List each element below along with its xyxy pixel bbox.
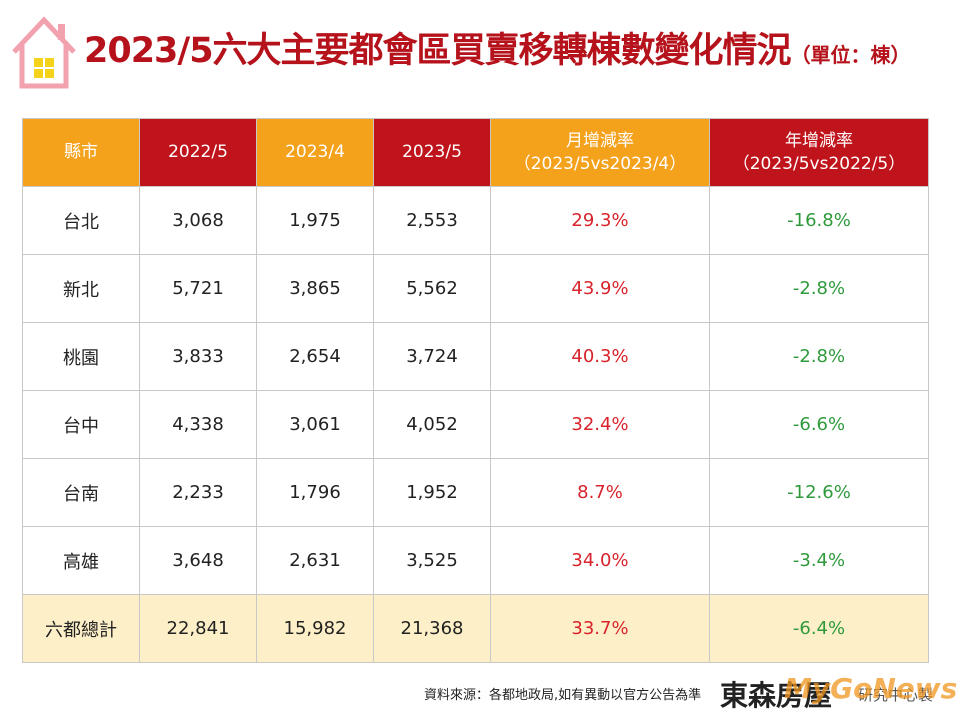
title: 2023/5六大主要都會區買賣移轉棟數變化情況（單位：棟）: [84, 22, 911, 73]
table-cell: 3,724: [373, 322, 491, 391]
header-cell: 年增減率 （2023/5vs2022/5）: [709, 118, 929, 187]
header-cell: 2022/5: [139, 118, 257, 187]
house-icon: [12, 16, 76, 89]
header-label: 2023/5: [402, 142, 462, 163]
header-label: 2022/5: [168, 142, 228, 163]
table-row: 台中 4,338 3,061 4,052 32.4% -6.6%: [22, 390, 929, 459]
header-cell: 縣市: [22, 118, 140, 187]
table-cell: 4,052: [373, 390, 491, 459]
table-cell: 台北: [22, 186, 140, 255]
table-cell: -16.8%: [709, 186, 929, 255]
table-cell: -3.4%: [709, 526, 929, 595]
table-cell: 40.3%: [490, 322, 710, 391]
table-cell: -12.6%: [709, 458, 929, 527]
table-cell: 2,233: [139, 458, 257, 527]
table-cell: 3,061: [256, 390, 374, 459]
table-cell: 4,338: [139, 390, 257, 459]
table-cell: 22,841: [139, 594, 257, 663]
unit: （單位：棟）: [790, 43, 911, 67]
table-cell: 台中: [22, 390, 140, 459]
table-cell: 5,721: [139, 254, 257, 323]
table-row: 台北 3,068 1,975 2,553 29.3% -16.8%: [22, 186, 929, 255]
table-cell: -2.8%: [709, 322, 929, 391]
brand-sub: 研究中心製: [858, 686, 934, 704]
table-row: 新北 5,721 3,865 5,562 43.9% -2.8%: [22, 254, 929, 323]
table-cell: 3,865: [256, 254, 374, 323]
table-row: 桃園 3,833 2,654 3,724 40.3% -2.8%: [22, 322, 929, 391]
table-cell: -6.4%: [709, 594, 929, 663]
header-row: 縣市 2022/5 2023/4 2023/5 月增減率 （2023/5vs2023/4）…: [22, 118, 929, 187]
table-cell: 1,796: [256, 458, 374, 527]
data-table: 縣市 2022/5 2023/4 2023/5 月增減率 （2023/5vs2023/4）…: [22, 118, 929, 663]
table-cell: 桃園: [22, 322, 140, 391]
table-row: 六都總計 22,841 15,982 21,368 33.7% -6.4%: [22, 594, 929, 663]
table-cell: -6.6%: [709, 390, 929, 459]
source: 資料來源：各都地政局,如有異動以官方公告為準: [424, 688, 702, 703]
table-row: 台南 2,233 1,796 1,952 8.7% -12.6%: [22, 458, 929, 527]
table-cell: 3,525: [373, 526, 491, 595]
table-cell: 六都總計: [22, 594, 140, 663]
table-cell: 3,648: [139, 526, 257, 595]
table-cell: 33.7%: [490, 594, 710, 663]
brand: 東森房屋: [720, 679, 833, 712]
header-cell: 2023/4: [256, 118, 374, 187]
header-cell: 2023/5: [373, 118, 491, 187]
header-label: 年增減率: [785, 130, 853, 151]
table-cell: -2.8%: [709, 254, 929, 323]
table-cell: 32.4%: [490, 390, 710, 459]
table-cell: 21,368: [373, 594, 491, 663]
table-cell: 5,562: [373, 254, 491, 323]
table-cell: 43.9%: [490, 254, 710, 323]
header-cell: 月增減率 （2023/5vs2023/4）: [490, 118, 710, 187]
header-label: 2023/4: [285, 142, 345, 163]
table-cell: 新北: [22, 254, 140, 323]
table-cell: 1,975: [256, 186, 374, 255]
watermark: MyGoNews: [784, 672, 958, 705]
header-sub: （2023/5vs2023/4）: [513, 153, 687, 174]
table-cell: 2,631: [256, 526, 374, 595]
header-label: 月增減率: [566, 130, 634, 151]
table-cell: 15,982: [256, 594, 374, 663]
title-text: 2023/5六大主要都會區買賣移轉棟數變化情況: [84, 31, 792, 71]
table-cell: 2,553: [373, 186, 491, 255]
header-label: 縣市: [64, 142, 98, 163]
header-sub: （2023/5vs2022/5）: [732, 153, 906, 174]
table-cell: 29.3%: [490, 186, 710, 255]
table-cell: 1,952: [373, 458, 491, 527]
table-cell: 高雄: [22, 526, 140, 595]
table-cell: 2,654: [256, 322, 374, 391]
table-cell: 3,833: [139, 322, 257, 391]
table-cell: 台南: [22, 458, 140, 527]
table-cell: 8.7%: [490, 458, 710, 527]
table-row: 高雄 3,648 2,631 3,525 34.0% -3.4%: [22, 526, 929, 595]
table-cell: 3,068: [139, 186, 257, 255]
table-cell: 34.0%: [490, 526, 710, 595]
